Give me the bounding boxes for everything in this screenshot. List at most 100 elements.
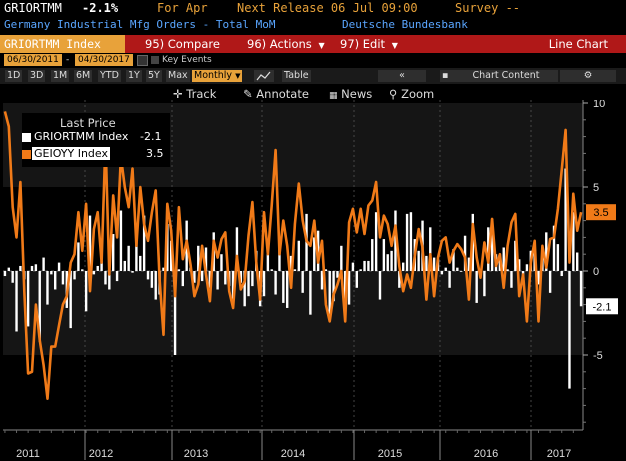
- survey: Survey --: [455, 1, 521, 15]
- annotate-tool[interactable]: ✎ Annotate: [243, 87, 309, 101]
- bar: [340, 245, 343, 271]
- bar: [173, 271, 177, 355]
- last-value-label: -2.1: [593, 301, 612, 313]
- chart-content-box-icon[interactable]: ▪: [440, 70, 454, 82]
- security-field[interactable]: GRIORTMM Index: [0, 35, 125, 53]
- bar: [231, 271, 235, 300]
- bar: [197, 245, 200, 271]
- line-series: [3, 111, 583, 401]
- compare-button[interactable]: 95) Compare: [145, 37, 220, 51]
- news-icon: ▦: [329, 91, 338, 101]
- bar: [57, 262, 61, 271]
- legend-item-name: GEIOYY Index: [32, 147, 110, 160]
- y-tick-label: 0: [593, 266, 599, 278]
- x-tick-label: 2011: [16, 448, 40, 460]
- geioyy-line: [3, 111, 583, 401]
- bar: [34, 264, 38, 271]
- calendar-icon[interactable]: [137, 55, 148, 66]
- legend-swatch-grioritmm: [22, 133, 31, 142]
- edit-menu[interactable]: 97) Edit ▼: [340, 35, 398, 53]
- news-tool[interactable]: ▦ News: [329, 87, 372, 101]
- settings-gear-icon[interactable]: ⚙: [560, 70, 616, 82]
- bar: [576, 252, 579, 271]
- bar: [374, 212, 378, 271]
- last-value-tag-geioyy: [586, 204, 616, 221]
- bar: [88, 215, 92, 271]
- edit-label: 97) Edit: [340, 37, 386, 51]
- bar: [170, 240, 173, 271]
- chart-content-button[interactable]: Chart Content: [454, 70, 558, 82]
- actions-menu[interactable]: 96) Actions ▼: [247, 35, 325, 53]
- bar: [355, 271, 358, 288]
- bar: [456, 267, 459, 271]
- toolbar: GRIORTMM Index 95) Compare 96) Actions ▼…: [0, 35, 626, 53]
- bar: [224, 271, 227, 285]
- x-tick-label: 2013: [184, 448, 208, 460]
- last-change: -2.1%: [82, 1, 119, 15]
- bar: [50, 271, 53, 275]
- bar: [506, 269, 509, 271]
- bar: [467, 257, 471, 271]
- bar: [286, 271, 289, 308]
- bar: [115, 271, 119, 282]
- bar: [193, 271, 196, 283]
- start-date-field[interactable]: 06/30/2011: [4, 54, 62, 66]
- zoom-tool[interactable]: ⚲ Zoom: [389, 87, 434, 101]
- bar: [514, 240, 517, 271]
- bar: [417, 250, 420, 271]
- zoom-label: Zoom: [401, 87, 435, 101]
- period-max-button[interactable]: Max: [166, 70, 190, 82]
- bar: [135, 232, 138, 271]
- bar: [243, 271, 246, 307]
- legend-title: Last Price: [60, 116, 116, 130]
- period-5y-button[interactable]: 5Y: [146, 70, 162, 82]
- bar: [371, 239, 374, 271]
- key-events-checkbox[interactable]: [151, 56, 159, 64]
- frequency-dropdown[interactable]: Monthly ▼: [192, 70, 243, 82]
- bar: [440, 271, 444, 275]
- bar: [96, 265, 99, 271]
- bar: [3, 271, 7, 277]
- bar: [297, 240, 300, 271]
- period-1d-button[interactable]: 1D: [5, 70, 23, 82]
- news-label: News: [341, 87, 373, 101]
- annotate-label: Annotate: [256, 87, 309, 101]
- end-date-field[interactable]: 04/30/2017: [75, 54, 133, 66]
- chart-type-label[interactable]: Line Chart: [548, 37, 608, 51]
- bar: [425, 255, 428, 271]
- bar: [347, 271, 351, 305]
- bar: [266, 254, 270, 271]
- bar: [398, 271, 401, 288]
- period-ytd-button[interactable]: YTD: [98, 70, 121, 82]
- chevron-down-icon: ▼: [318, 41, 325, 50]
- bar: [560, 271, 563, 277]
- period-1y-button[interactable]: 1Y: [126, 70, 142, 82]
- x-tick-label: 2015: [378, 448, 402, 460]
- period-3d-button[interactable]: 3D: [28, 70, 46, 82]
- date-range-dash: -: [66, 55, 70, 65]
- bar: [46, 271, 49, 305]
- bar: [394, 210, 397, 271]
- key-events-label: Key Events: [162, 55, 212, 65]
- bar: [200, 271, 204, 282]
- bar: [61, 271, 65, 285]
- bar: [572, 212, 575, 271]
- track-tool[interactable]: ✛ Track: [173, 87, 216, 101]
- y-tick-label: -5: [593, 350, 603, 362]
- bar: [251, 271, 254, 287]
- chart-area[interactable]: 10 5 0 -5 2011 2012 2013 2014 2015 2016 2017 3.5 -2.…: [0, 100, 626, 461]
- x-tick-label: 2014: [281, 448, 305, 460]
- bar: [119, 210, 123, 271]
- line-chart-icon[interactable]: [254, 70, 274, 82]
- table-button[interactable]: Table: [282, 70, 311, 82]
- pencil-icon: ✎: [243, 87, 253, 101]
- period-6m-button[interactable]: 6M: [74, 70, 93, 82]
- bar: [386, 254, 389, 271]
- last-value-label: 3.5: [593, 207, 608, 219]
- collapse-icon[interactable]: «: [378, 70, 426, 82]
- track-label: Track: [186, 87, 217, 101]
- bar: [332, 271, 335, 302]
- bar: [320, 271, 324, 290]
- period-1m-button[interactable]: 1M: [51, 70, 70, 82]
- bar: [38, 271, 41, 342]
